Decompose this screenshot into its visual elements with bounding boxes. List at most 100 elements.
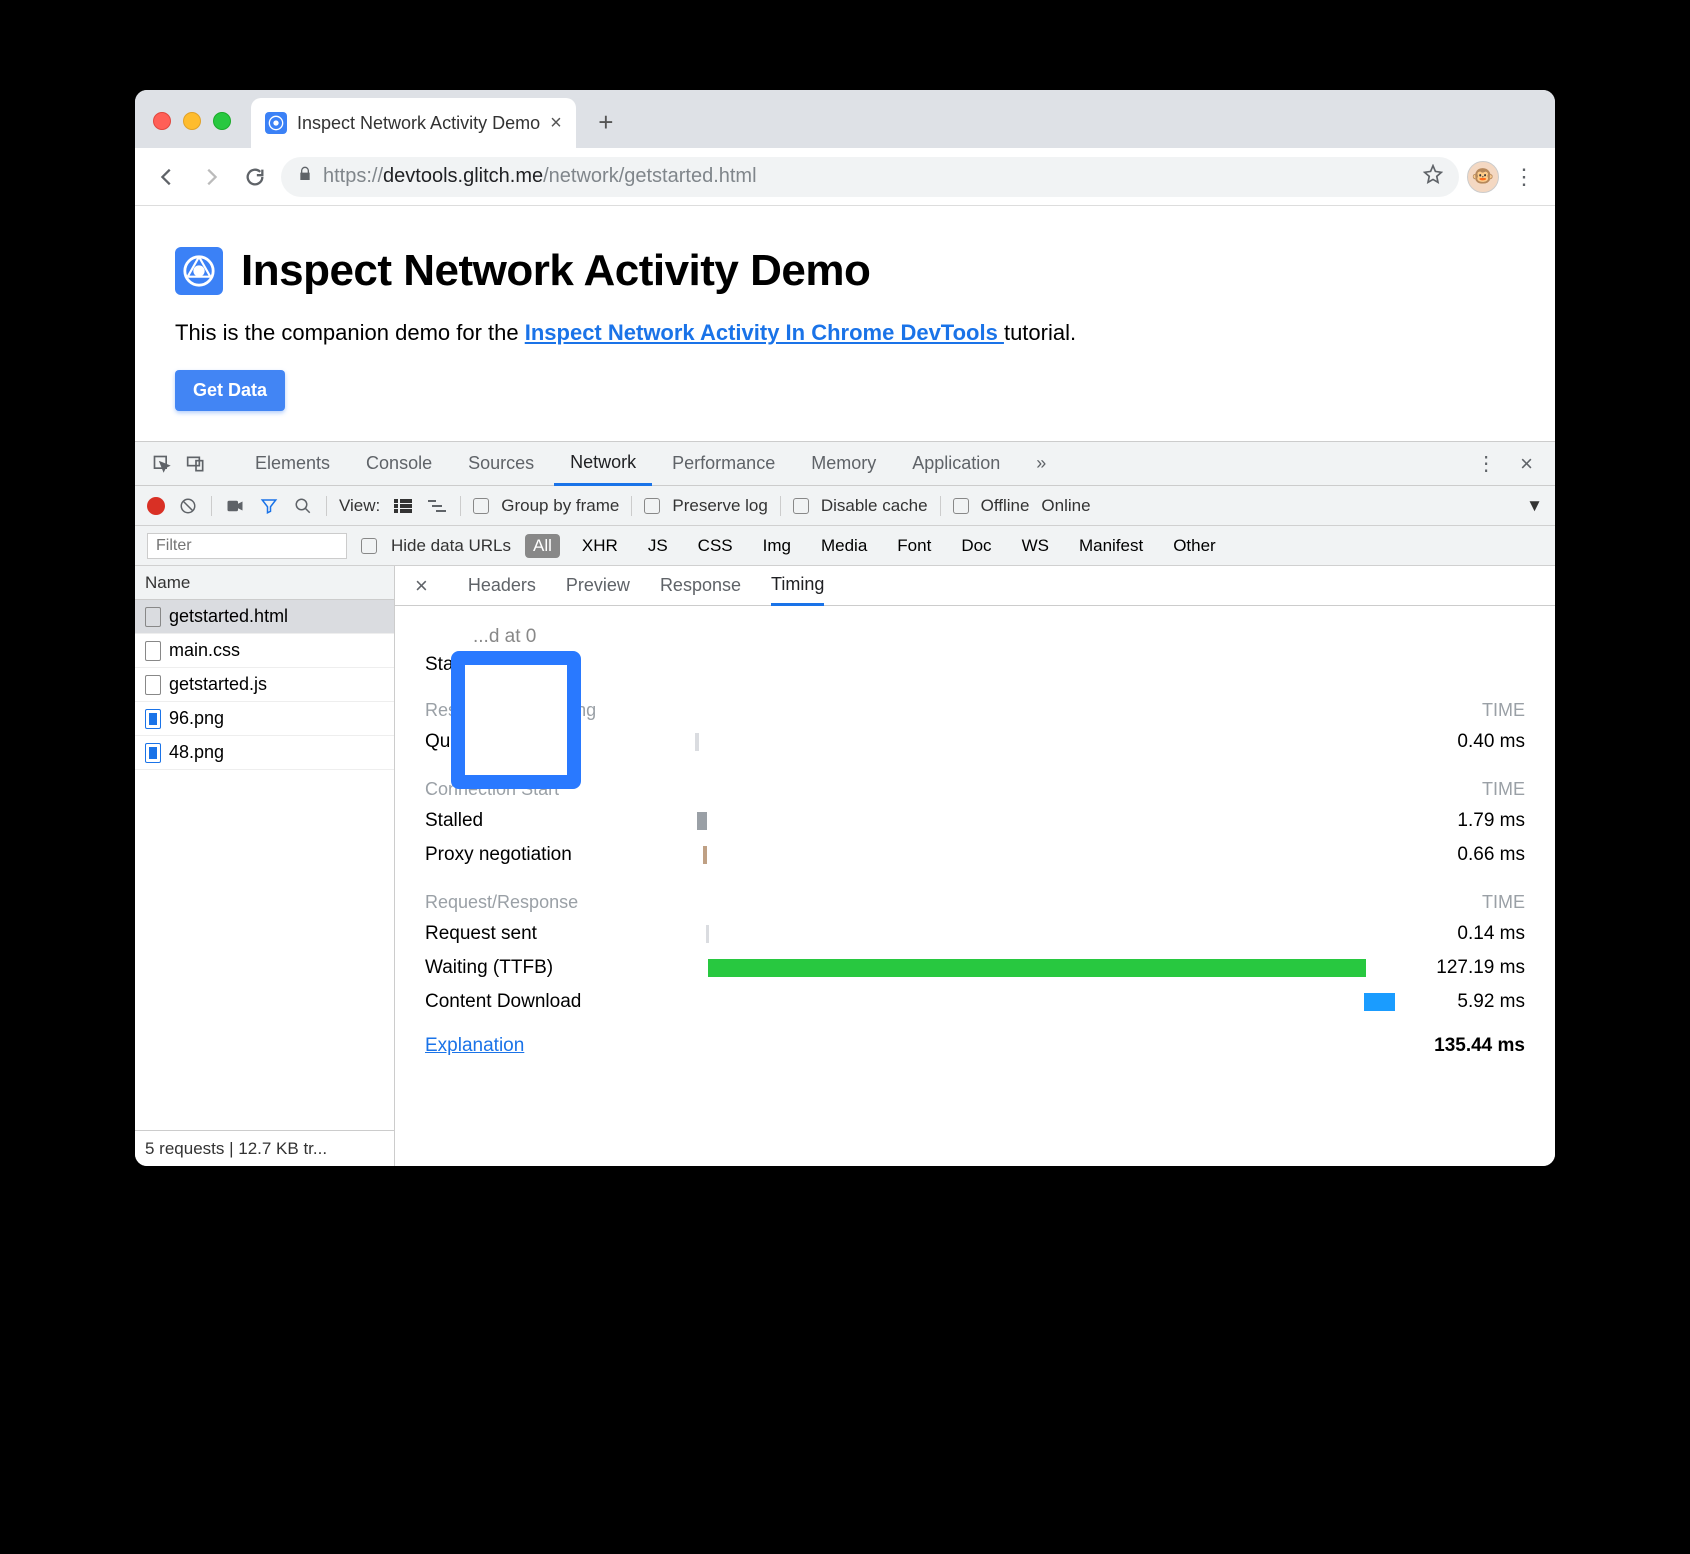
close-window-button[interactable] <box>153 112 171 130</box>
online-label[interactable]: Online <box>1041 496 1090 516</box>
get-data-button[interactable]: Get Data <box>175 370 285 411</box>
traffic-lights <box>153 112 251 148</box>
tab-memory[interactable]: Memory <box>795 442 892 486</box>
filter-icon[interactable] <box>258 497 280 515</box>
maximize-window-button[interactable] <box>213 112 231 130</box>
group-by-frame-checkbox[interactable] <box>473 498 489 514</box>
clear-icon[interactable] <box>177 497 199 515</box>
network-body: Name getstarted.htmlmain.css getstarted.j… <box>135 566 1555 1166</box>
devtools-close-icon[interactable]: × <box>1510 451 1543 477</box>
explanation-link[interactable]: Explanation <box>425 1035 524 1057</box>
devtools-panel: Elements Console Sources Network Perform… <box>135 441 1555 1166</box>
tab-application[interactable]: Application <box>896 442 1016 486</box>
detail-tab-response[interactable]: Response <box>660 566 741 606</box>
url-text: https://devtools.glitch.me/network/getst… <box>323 165 757 188</box>
reload-button[interactable] <box>237 159 273 195</box>
view-label: View: <box>339 496 380 516</box>
favicon-icon <box>265 112 287 134</box>
timing-row: Content Download5.92 ms <box>425 989 1525 1015</box>
detail-close-icon[interactable]: × <box>405 573 438 599</box>
timing-label: Request sent <box>425 923 695 945</box>
browser-tab[interactable]: Inspect Network Activity Demo × <box>251 98 576 148</box>
browser-window: Inspect Network Activity Demo × + https:… <box>135 90 1555 1166</box>
tab-performance[interactable]: Performance <box>656 442 791 486</box>
tab-network[interactable]: Network <box>554 442 652 486</box>
file-icon <box>145 607 161 627</box>
time-column-header: TIME <box>1482 779 1525 800</box>
timing-row: Stalled1.79 ms <box>425 808 1525 834</box>
name-column-header[interactable]: Name <box>135 566 394 600</box>
filter-type-manifest[interactable]: Manifest <box>1071 534 1151 558</box>
timing-label: Content Download <box>425 991 695 1013</box>
forward-button[interactable] <box>193 159 229 195</box>
tab-close-icon[interactable]: × <box>550 112 562 135</box>
disable-cache-checkbox[interactable] <box>793 498 809 514</box>
network-sidebar: Name getstarted.htmlmain.css getstarted.j… <box>135 566 395 1166</box>
camera-icon[interactable] <box>224 499 246 513</box>
profile-avatar[interactable]: 🐵 <box>1467 161 1499 193</box>
timing-row: Queueing0.40 ms <box>425 729 1525 755</box>
filter-types: All XHR JS CSS Img Media Font Doc WS Manifest Othe… <box>525 534 1224 558</box>
filter-input[interactable] <box>147 533 347 559</box>
filter-type-doc[interactable]: Doc <box>953 534 999 558</box>
network-file-row[interactable]: getstarted.html <box>135 600 394 634</box>
detail-tab-timing[interactable]: Timing <box>771 566 824 606</box>
timing-bar <box>706 925 709 943</box>
address-bar[interactable]: https://devtools.glitch.me/network/getst… <box>281 157 1459 197</box>
throttle-dropdown-icon[interactable]: ▼ <box>1526 496 1543 516</box>
waterfall-view-icon[interactable] <box>426 499 448 513</box>
timing-value: 0.66 ms <box>1395 844 1525 866</box>
disable-cache-label: Disable cache <box>821 496 928 516</box>
bookmark-star-icon[interactable] <box>1423 164 1443 189</box>
file-icon <box>145 709 161 729</box>
back-button[interactable] <box>149 159 185 195</box>
hide-data-urls-label: Hide data URLs <box>391 536 511 556</box>
offline-label: Offline <box>981 496 1030 516</box>
tab-title: Inspect Network Activity Demo <box>297 113 540 134</box>
tab-console[interactable]: Console <box>350 442 448 486</box>
detail-tab-preview[interactable]: Preview <box>566 566 630 606</box>
record-button[interactable] <box>147 497 165 515</box>
filter-type-font[interactable]: Font <box>889 534 939 558</box>
new-tab-button[interactable]: + <box>586 102 626 142</box>
network-file-row[interactable]: 96.png <box>135 702 394 736</box>
devtools-menu-icon[interactable]: ⋮ <box>1466 451 1506 476</box>
file-name: getstarted.js <box>169 674 267 695</box>
timing-row: Waiting (TTFB)127.19 ms <box>425 955 1525 981</box>
hide-data-urls-checkbox[interactable] <box>361 538 377 554</box>
total-time: 135.44 ms <box>1434 1035 1525 1057</box>
timing-bar-area <box>695 811 1395 831</box>
network-file-row[interactable]: main.css <box>135 634 394 668</box>
list-view-icon[interactable] <box>392 499 414 513</box>
filter-type-ws[interactable]: WS <box>1014 534 1057 558</box>
tab-sources[interactable]: Sources <box>452 442 550 486</box>
timing-value: 1.79 ms <box>1395 810 1525 832</box>
filter-type-img[interactable]: Img <box>755 534 799 558</box>
device-toggle-icon[interactable] <box>181 449 211 479</box>
tab-more[interactable]: » <box>1020 442 1062 486</box>
inspect-element-icon[interactable] <box>147 449 177 479</box>
network-status-bar: 5 requests | 12.7 KB tr... <box>135 1130 394 1166</box>
minimize-window-button[interactable] <box>183 112 201 130</box>
filter-type-js[interactable]: JS <box>640 534 676 558</box>
search-icon[interactable] <box>292 497 314 515</box>
offline-checkbox[interactable] <box>953 498 969 514</box>
network-file-row[interactable]: getstarted.js <box>135 668 394 702</box>
filter-type-media[interactable]: Media <box>813 534 875 558</box>
network-detail-pane: × HeadersPreviewResponseTiming ...d at 0… <box>395 566 1555 1166</box>
tab-elements[interactable]: Elements <box>239 442 346 486</box>
timing-section-title: Request/Response <box>425 892 578 913</box>
network-file-row[interactable]: 48.png <box>135 736 394 770</box>
preserve-log-checkbox[interactable] <box>644 498 660 514</box>
filter-type-xhr[interactable]: XHR <box>574 534 626 558</box>
preserve-log-label: Preserve log <box>672 496 767 516</box>
detail-tab-headers[interactable]: Headers <box>468 566 536 606</box>
tutorial-link[interactable]: Inspect Network Activity In Chrome DevTo… <box>525 320 1004 345</box>
filter-type-all[interactable]: All <box>525 534 560 558</box>
filter-type-other[interactable]: Other <box>1165 534 1224 558</box>
browser-menu-icon[interactable]: ⋮ <box>1507 164 1541 190</box>
page-title: Inspect Network Activity Demo <box>241 246 870 296</box>
time-column-header: TIME <box>1482 700 1525 721</box>
page-logo-icon <box>175 247 223 295</box>
filter-type-css[interactable]: CSS <box>690 534 741 558</box>
